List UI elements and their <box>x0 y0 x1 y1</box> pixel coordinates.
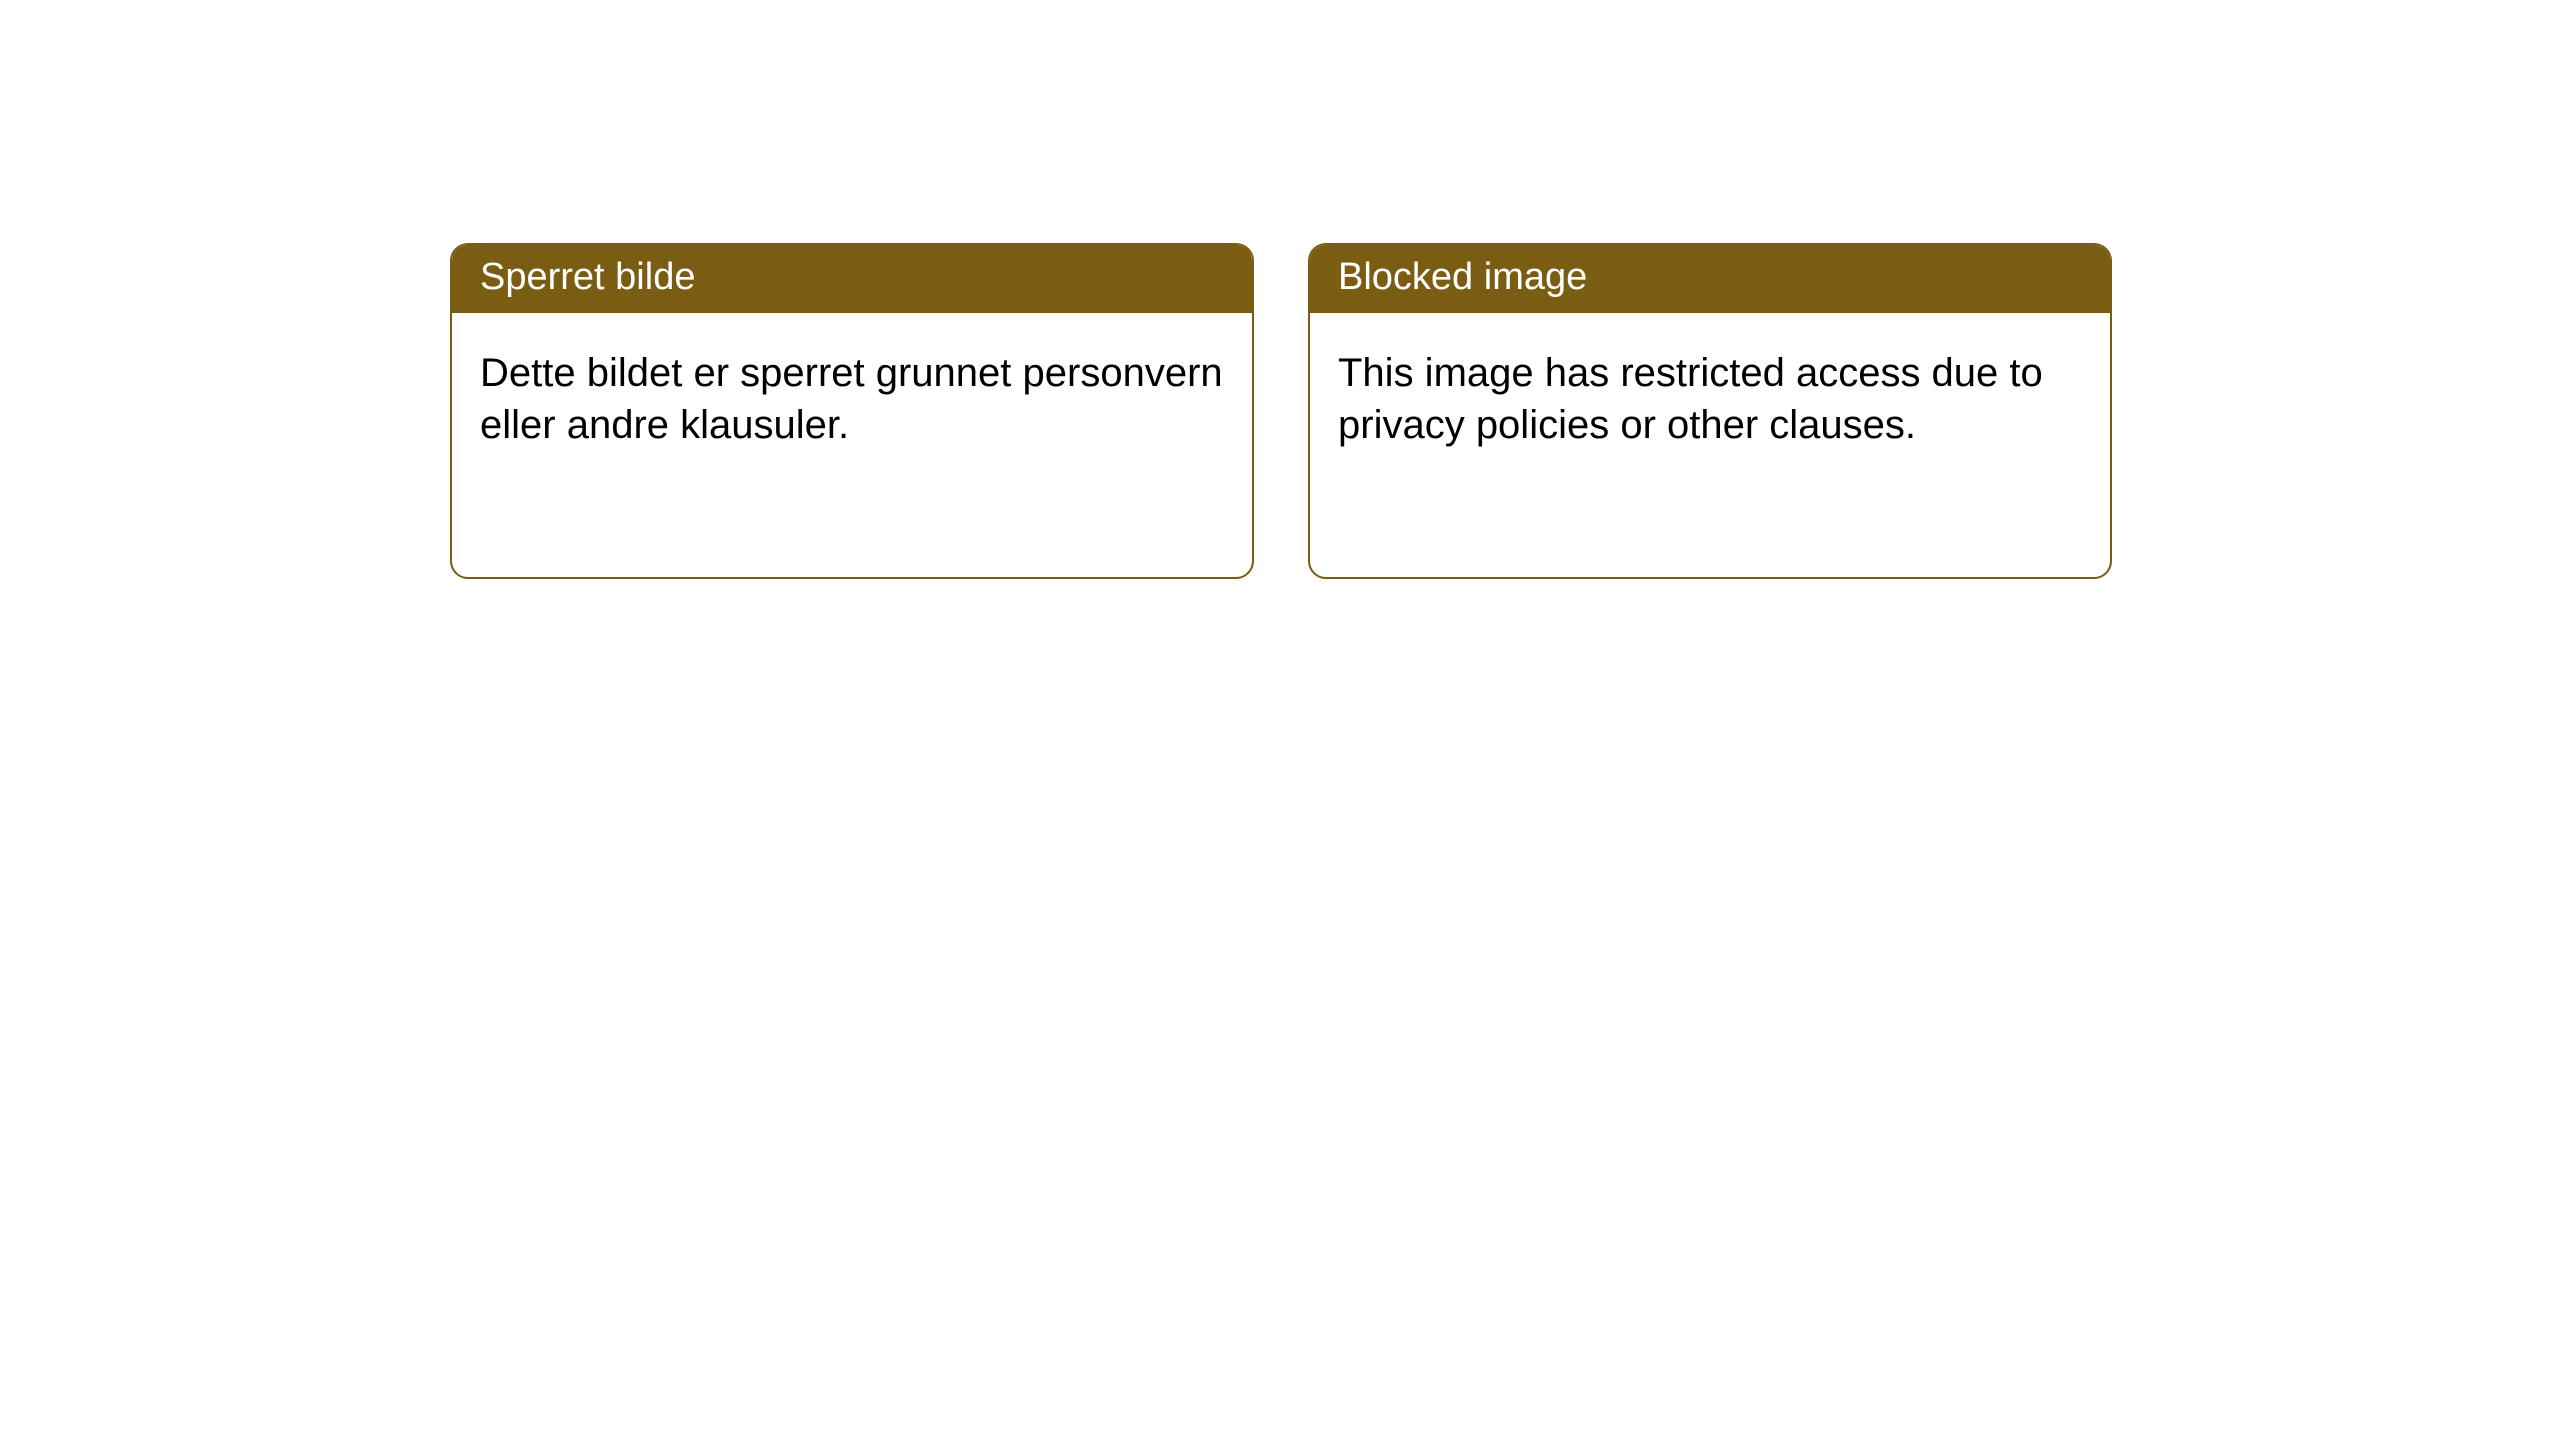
notice-container: Sperret bilde Dette bildet er sperret gr… <box>0 0 2560 579</box>
card-header: Sperret bilde <box>452 245 1252 313</box>
blocked-image-card-en: Blocked image This image has restricted … <box>1308 243 2112 579</box>
card-body: Dette bildet er sperret grunnet personve… <box>452 313 1252 485</box>
card-header: Blocked image <box>1310 245 2110 313</box>
blocked-image-card-no: Sperret bilde Dette bildet er sperret gr… <box>450 243 1254 579</box>
card-body: This image has restricted access due to … <box>1310 313 2110 485</box>
